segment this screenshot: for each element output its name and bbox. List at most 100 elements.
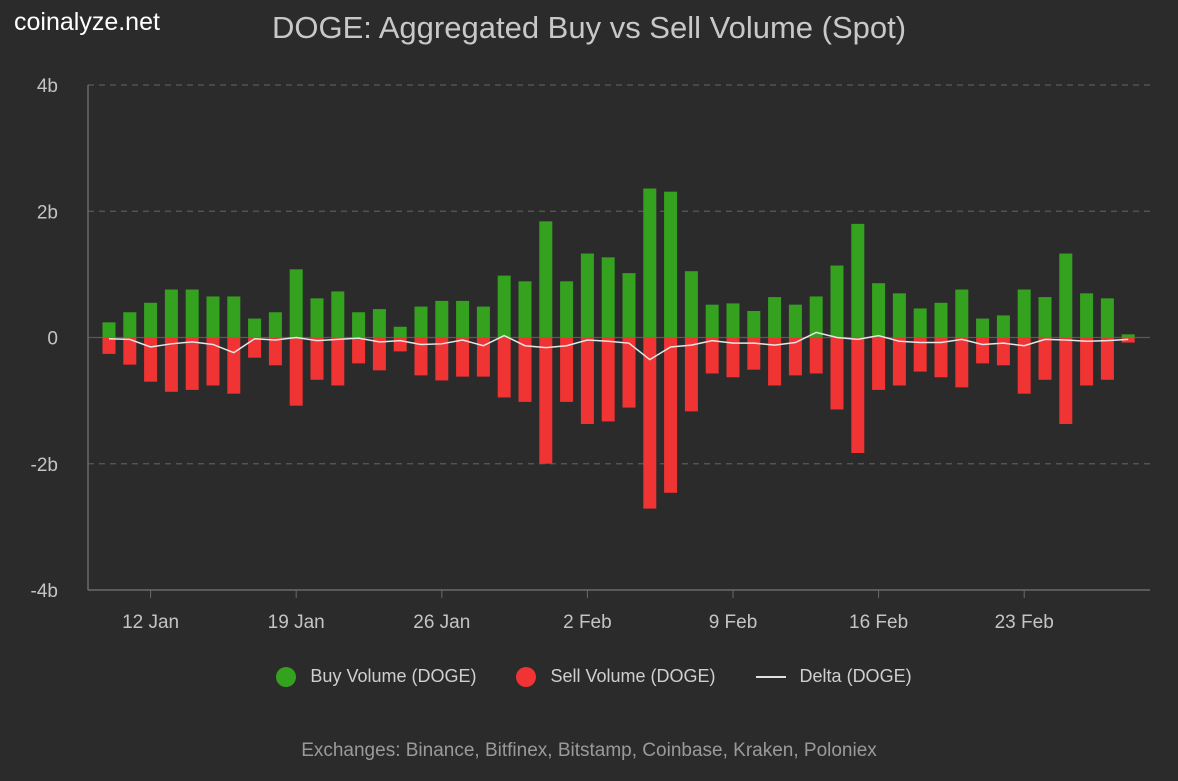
y-tick-label: 2b: [37, 202, 58, 223]
buy-bar: [872, 283, 886, 338]
sell-bar: [1059, 337, 1073, 424]
buy-bar: [185, 289, 199, 338]
sell-bar: [372, 337, 386, 371]
buy-bar: [643, 188, 657, 338]
sell-bar: [1080, 337, 1094, 386]
x-tick-label: 2 Feb: [563, 612, 612, 633]
sell-bar: [705, 337, 719, 374]
buy-bar: [102, 322, 116, 338]
coinalyze-logo: coinalyze.net: [14, 8, 160, 36]
x-tick-label: 19 Jan: [268, 612, 325, 633]
buy-bar: [289, 269, 303, 338]
buy-bar: [497, 275, 511, 338]
x-tick-label: 9 Feb: [709, 612, 758, 633]
exchanges-footer: Exchanges: Binance, Bitfinex, Bitstamp, …: [301, 740, 877, 761]
sell-bar: [934, 337, 948, 378]
chart-plot: 4b 2b 0 -2b -4b 12 Jan 19 Jan 26 Jan 2 Feb 9 Feb 1…: [31, 76, 1150, 633]
sell-bar: [892, 337, 906, 386]
buy-bar: [227, 296, 241, 338]
chart-title: DOGE: Aggregated Buy vs Sell Volume (Spo…: [271, 10, 907, 45]
sell-bar: [1017, 337, 1031, 394]
sell-bar: [144, 337, 158, 382]
sell-bar: [268, 337, 282, 366]
buy-bar: [372, 309, 386, 338]
x-tick-label: 23 Feb: [995, 612, 1054, 633]
buy-bar: [206, 296, 220, 338]
sell-bar: [414, 337, 428, 376]
buy-bar: [414, 306, 428, 338]
sell-bar: [809, 337, 823, 374]
buy-bar: [913, 308, 927, 338]
sell-bar: [1038, 337, 1052, 380]
buy-bar: [747, 310, 761, 338]
legend-sell[interactable]: Sell Volume (DOGE): [516, 666, 716, 687]
sell-bar: [164, 337, 178, 392]
legend-sell-label: Sell Volume (DOGE): [550, 666, 716, 686]
buy-bar: [1059, 253, 1073, 338]
buy-bar: [144, 302, 158, 338]
buy-bar: [1017, 289, 1031, 338]
buy-bar: [622, 273, 636, 338]
sell-bar: [206, 337, 220, 386]
sell-bar: [1100, 337, 1114, 380]
sell-bar: [102, 337, 116, 354]
chart-legend: Buy Volume (DOGE) Sell Volume (DOGE) Del…: [0, 666, 1178, 687]
sell-bar: [664, 337, 678, 493]
y-tick-label: 4b: [37, 76, 58, 97]
sell-bar: [643, 337, 657, 509]
delta-line: [108, 331, 1129, 361]
sell-bar: [684, 337, 698, 412]
buy-bar: [1121, 334, 1135, 338]
x-tick-label: 16 Feb: [849, 612, 908, 633]
buy-bar: [1038, 297, 1052, 338]
x-tick-label: 12 Jan: [122, 612, 179, 633]
buy-bar: [352, 312, 366, 338]
sell-bar: [851, 337, 865, 454]
buy-bar: [539, 221, 553, 338]
sell-bar: [747, 337, 761, 370]
sell-bar: [123, 337, 137, 365]
buy-bar: [476, 306, 490, 338]
buy-bar: [934, 302, 948, 338]
sell-bar: [976, 337, 990, 364]
sell-bar: [768, 337, 782, 386]
buy-bar: [518, 281, 532, 338]
buy-bar: [580, 253, 594, 338]
sell-bar: [996, 337, 1010, 366]
sell-bar: [518, 337, 532, 402]
buy-bar: [164, 289, 178, 338]
sell-bar: [331, 337, 345, 386]
sell-bar: [601, 337, 615, 422]
sell-bar: [955, 337, 969, 388]
sell-bar: [580, 337, 594, 424]
legend-buy[interactable]: Buy Volume (DOGE): [276, 666, 476, 687]
buy-bar: [248, 318, 262, 338]
sell-bar: [872, 337, 886, 390]
legend-delta-label: Delta (DOGE): [799, 666, 912, 686]
buy-bar: [768, 297, 782, 338]
buy-bar: [331, 291, 345, 338]
buy-bar: [601, 257, 615, 338]
sell-bar: [497, 337, 511, 398]
sell-bar: [622, 337, 636, 408]
legend-delta[interactable]: Delta (DOGE): [755, 666, 912, 687]
sell-bar: [456, 337, 470, 377]
sell-bar: [289, 337, 303, 406]
buy-bar: [726, 303, 740, 338]
sell-bar: [227, 337, 241, 394]
buy-bar: [851, 223, 865, 338]
buy-bar: [830, 265, 844, 338]
legend-buy-label: Buy Volume (DOGE): [310, 666, 477, 686]
buy-bar: [310, 298, 324, 338]
buy-bar: [393, 326, 407, 338]
sell-legend-dot-icon: [516, 666, 537, 687]
y-tick-label: 0: [47, 329, 58, 350]
buy-bar: [809, 296, 823, 338]
sell-bar: [435, 337, 449, 381]
buy-bar: [976, 318, 990, 338]
buy-bar: [664, 191, 678, 338]
buy-bar: [705, 304, 719, 338]
buy-bar: [456, 300, 470, 338]
sell-bar: [310, 337, 324, 380]
x-tick-label: 26 Jan: [413, 612, 470, 633]
